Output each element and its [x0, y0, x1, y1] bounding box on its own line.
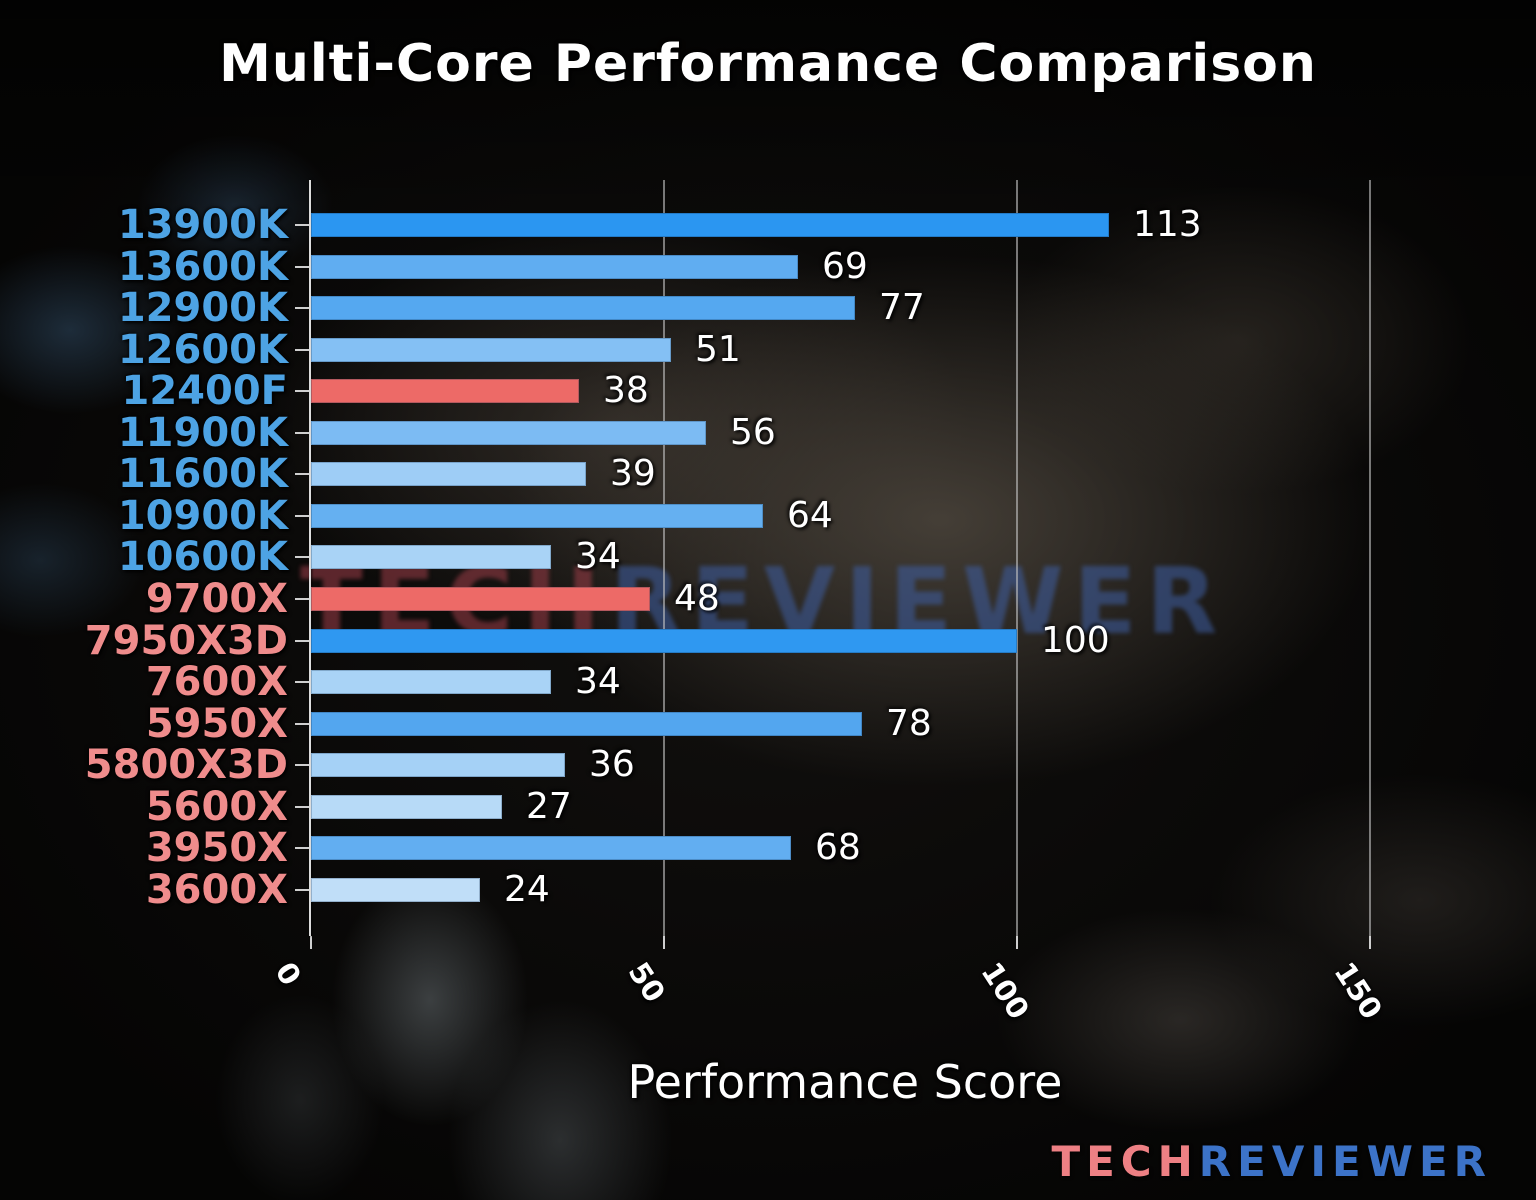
y-axis-tick: [295, 639, 309, 642]
category-label: 10600K: [117, 534, 288, 581]
category-label: 9700X: [145, 576, 288, 623]
y-axis-tick: [295, 805, 309, 808]
y-axis-tick: [295, 888, 309, 891]
bar: [311, 420, 706, 445]
brand-logo-reviewer: REVIEWER: [1198, 1137, 1492, 1186]
category-label: 12600K: [117, 326, 288, 373]
value-label: 56: [730, 411, 776, 453]
y-axis-tick: [295, 348, 309, 351]
y-axis-tick: [295, 681, 309, 684]
value-label: 64: [787, 494, 833, 536]
value-label: 24: [504, 868, 550, 910]
value-label: 68: [815, 827, 861, 869]
bar: [311, 462, 586, 487]
bar: [311, 213, 1109, 237]
y-axis-tick: [295, 390, 309, 393]
category-label: 11900K: [117, 409, 288, 456]
x-axis-tick: [310, 936, 312, 949]
brand-logo: TECHREVIEWER: [1051, 1137, 1492, 1186]
bar: [311, 711, 862, 736]
category-label: 12900K: [117, 285, 288, 332]
bar: [311, 877, 480, 902]
category-label: 3950X: [145, 825, 288, 872]
category-label: 3600X: [145, 866, 288, 913]
category-label: 7950X3D: [84, 617, 288, 664]
bar: [311, 503, 763, 528]
brand-logo-tech: TECH: [1051, 1137, 1199, 1186]
bar: [311, 836, 791, 861]
bar: [311, 628, 1017, 653]
x-tick-label: 150: [1327, 956, 1389, 1026]
category-label: 13600K: [117, 243, 288, 290]
bar: [311, 296, 855, 321]
bar: [311, 545, 551, 570]
gridline: [1369, 180, 1371, 936]
category-label: 11600K: [117, 451, 288, 498]
x-tick-label: 100: [974, 956, 1036, 1026]
category-label: 5950X: [145, 700, 288, 747]
y-axis-tick: [295, 514, 309, 517]
x-axis-tick: [1369, 936, 1371, 949]
category-label: 10900K: [117, 492, 288, 539]
value-label: 113: [1133, 204, 1202, 245]
gridline: [663, 180, 665, 936]
value-label: 39: [610, 453, 656, 495]
x-axis-tick: [1016, 936, 1018, 949]
value-label: 27: [526, 785, 572, 827]
bar: [311, 670, 551, 695]
bar: [311, 753, 565, 778]
value-label: 34: [575, 536, 621, 578]
y-axis-tick: [295, 473, 309, 476]
y-axis-tick: [295, 431, 309, 434]
category-label: 5600X: [145, 783, 288, 830]
value-label: 69: [822, 245, 868, 287]
x-tick-label: 50: [621, 956, 672, 1009]
x-axis-tick: [663, 936, 665, 949]
y-axis-tick: [295, 722, 309, 725]
category-label: 7600X: [145, 659, 288, 706]
category-label: 13900K: [117, 202, 288, 248]
gridline: [1016, 180, 1018, 936]
value-label: 51: [695, 328, 741, 370]
value-label: 100: [1041, 619, 1110, 661]
value-label: 77: [879, 287, 925, 329]
value-label: 38: [603, 370, 649, 412]
category-label: 5800X3D: [84, 742, 288, 789]
bar: [311, 587, 650, 612]
bar: [311, 794, 502, 819]
value-label: 48: [674, 578, 720, 620]
y-axis-tick: [295, 265, 309, 268]
y-axis-tick: [295, 764, 309, 767]
bar: [311, 337, 671, 362]
chart-title: Multi-Core Performance Comparison: [219, 34, 1317, 94]
y-axis-tick: [295, 847, 309, 850]
bar: [311, 254, 798, 279]
value-label: 34: [575, 661, 621, 703]
y-axis-tick: [295, 307, 309, 310]
y-axis-tick: [295, 556, 309, 559]
x-axis-label: Performance Score: [627, 1055, 1063, 1109]
category-label: 12400F: [121, 368, 288, 415]
y-axis-line: [309, 180, 311, 936]
y-axis-tick: [295, 224, 309, 226]
value-label: 78: [886, 702, 932, 744]
y-axis-tick: [295, 598, 309, 601]
x-tick-label: 0: [268, 956, 308, 992]
value-label: 36: [589, 744, 635, 786]
bar: [311, 379, 579, 404]
